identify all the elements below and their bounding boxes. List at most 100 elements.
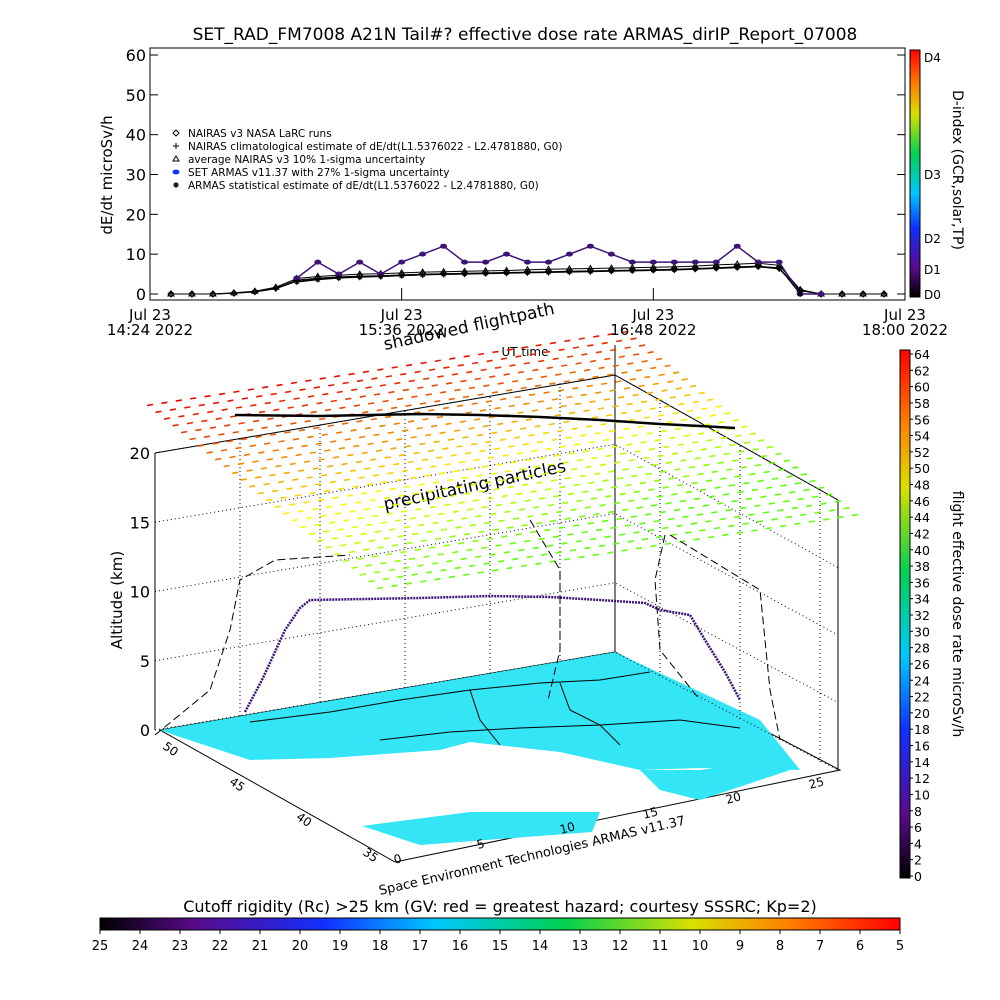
dose-dash bbox=[325, 546, 333, 549]
dose-dash bbox=[590, 537, 597, 541]
dose-dash bbox=[249, 485, 256, 488]
series-markers bbox=[293, 263, 804, 297]
dose-dash bbox=[533, 506, 540, 509]
dose-dash bbox=[437, 375, 444, 378]
dose-dash bbox=[376, 586, 384, 590]
dose-dash bbox=[595, 391, 602, 395]
dose-dash bbox=[527, 474, 535, 478]
dose-dash bbox=[745, 497, 753, 501]
dose-dash bbox=[546, 407, 553, 410]
dindex-tick-label: D3 bbox=[924, 168, 941, 182]
dose-dash bbox=[503, 551, 511, 554]
dose-dash bbox=[470, 442, 478, 446]
dose-dash bbox=[439, 431, 446, 435]
dose-dash bbox=[757, 479, 764, 483]
dose-dash bbox=[406, 541, 413, 545]
dose-dash bbox=[212, 401, 220, 405]
dose-dash bbox=[405, 582, 412, 585]
dose-dash bbox=[344, 438, 351, 441]
dose-dash bbox=[446, 519, 454, 522]
dose-dash bbox=[335, 471, 342, 475]
dose-dash bbox=[690, 384, 697, 388]
dose-dash bbox=[607, 551, 614, 554]
dose-dash bbox=[161, 401, 168, 405]
dose-dash bbox=[629, 378, 637, 381]
dose-dash bbox=[797, 497, 804, 501]
point bbox=[670, 259, 678, 265]
dose-dash bbox=[330, 440, 337, 443]
dose-dash bbox=[356, 379, 364, 383]
dose-dash bbox=[461, 517, 468, 520]
dose-dash bbox=[506, 348, 513, 351]
colorbar-tick-label: 48 bbox=[914, 478, 930, 493]
dose-dash bbox=[739, 506, 747, 510]
dose-dash bbox=[385, 375, 392, 378]
dose-dash bbox=[667, 517, 675, 521]
dose-dash bbox=[472, 361, 479, 365]
dose-dash bbox=[499, 438, 506, 442]
dose-dash bbox=[555, 373, 562, 376]
dose-dash bbox=[404, 444, 412, 448]
dose-dash bbox=[466, 370, 473, 374]
dose-dash bbox=[675, 427, 682, 431]
dose-dash bbox=[237, 462, 245, 466]
dose-dash bbox=[622, 468, 630, 471]
border bbox=[469, 689, 501, 746]
dose-dash bbox=[368, 402, 375, 405]
dose-dash bbox=[411, 573, 418, 576]
dose-dash bbox=[705, 520, 712, 523]
dose-dash bbox=[396, 438, 403, 441]
dose-dash bbox=[369, 498, 376, 502]
dose-dash bbox=[275, 464, 282, 468]
dose-dash bbox=[657, 454, 664, 458]
dose-dash bbox=[672, 411, 679, 415]
dose-dash bbox=[477, 393, 484, 396]
dose-dash bbox=[356, 420, 363, 423]
dose-dash bbox=[531, 449, 538, 453]
dose-dash bbox=[339, 406, 346, 410]
dose-dash bbox=[330, 399, 338, 403]
dose-dash bbox=[379, 384, 387, 387]
z-tick-label: 5 bbox=[140, 652, 150, 671]
colorbar-tick-label: 18 bbox=[372, 939, 389, 954]
dose-dash bbox=[227, 399, 234, 403]
dose-dash bbox=[457, 404, 464, 408]
dose-dash bbox=[338, 487, 345, 491]
dose-dash bbox=[731, 499, 738, 503]
dose-dash bbox=[491, 391, 498, 394]
dose-dash bbox=[316, 401, 323, 405]
dose-dash bbox=[197, 444, 205, 447]
legend-label: average NAIRAS v3 10% 1-sigma uncertaint… bbox=[188, 154, 425, 166]
point bbox=[230, 288, 238, 296]
lon-tick-label: 0 bbox=[392, 851, 403, 867]
dose-dash bbox=[682, 474, 690, 478]
dose-dash bbox=[494, 406, 501, 410]
dose-dash bbox=[261, 426, 268, 430]
dose-dash bbox=[582, 449, 590, 453]
dose-dash bbox=[598, 544, 605, 548]
dose-dash bbox=[415, 467, 423, 471]
dose-dash bbox=[454, 388, 461, 392]
dose-dash bbox=[651, 463, 658, 467]
colorbar-tick-label: 22 bbox=[212, 939, 229, 954]
dose-dash bbox=[605, 495, 612, 498]
point bbox=[586, 243, 594, 249]
dose-dash bbox=[505, 429, 512, 433]
dose-dash bbox=[563, 420, 570, 424]
dose-dash bbox=[555, 551, 562, 554]
x-axis-label: UT time bbox=[501, 345, 548, 359]
dose-dash bbox=[319, 377, 326, 380]
dose-dash bbox=[635, 409, 642, 413]
dose-dash bbox=[240, 478, 247, 481]
colorbar-tick-label: 5 bbox=[896, 939, 904, 954]
dose-dash bbox=[554, 413, 561, 417]
dose-dash bbox=[679, 540, 686, 543]
dose-dash bbox=[837, 515, 844, 519]
dose-dash bbox=[212, 442, 219, 445]
dose-dash bbox=[783, 500, 790, 503]
dose-dash bbox=[786, 475, 793, 478]
dose-dash bbox=[779, 524, 787, 528]
dose-dash bbox=[514, 395, 521, 399]
dose-dash bbox=[357, 557, 364, 560]
dose-dash bbox=[783, 459, 790, 463]
